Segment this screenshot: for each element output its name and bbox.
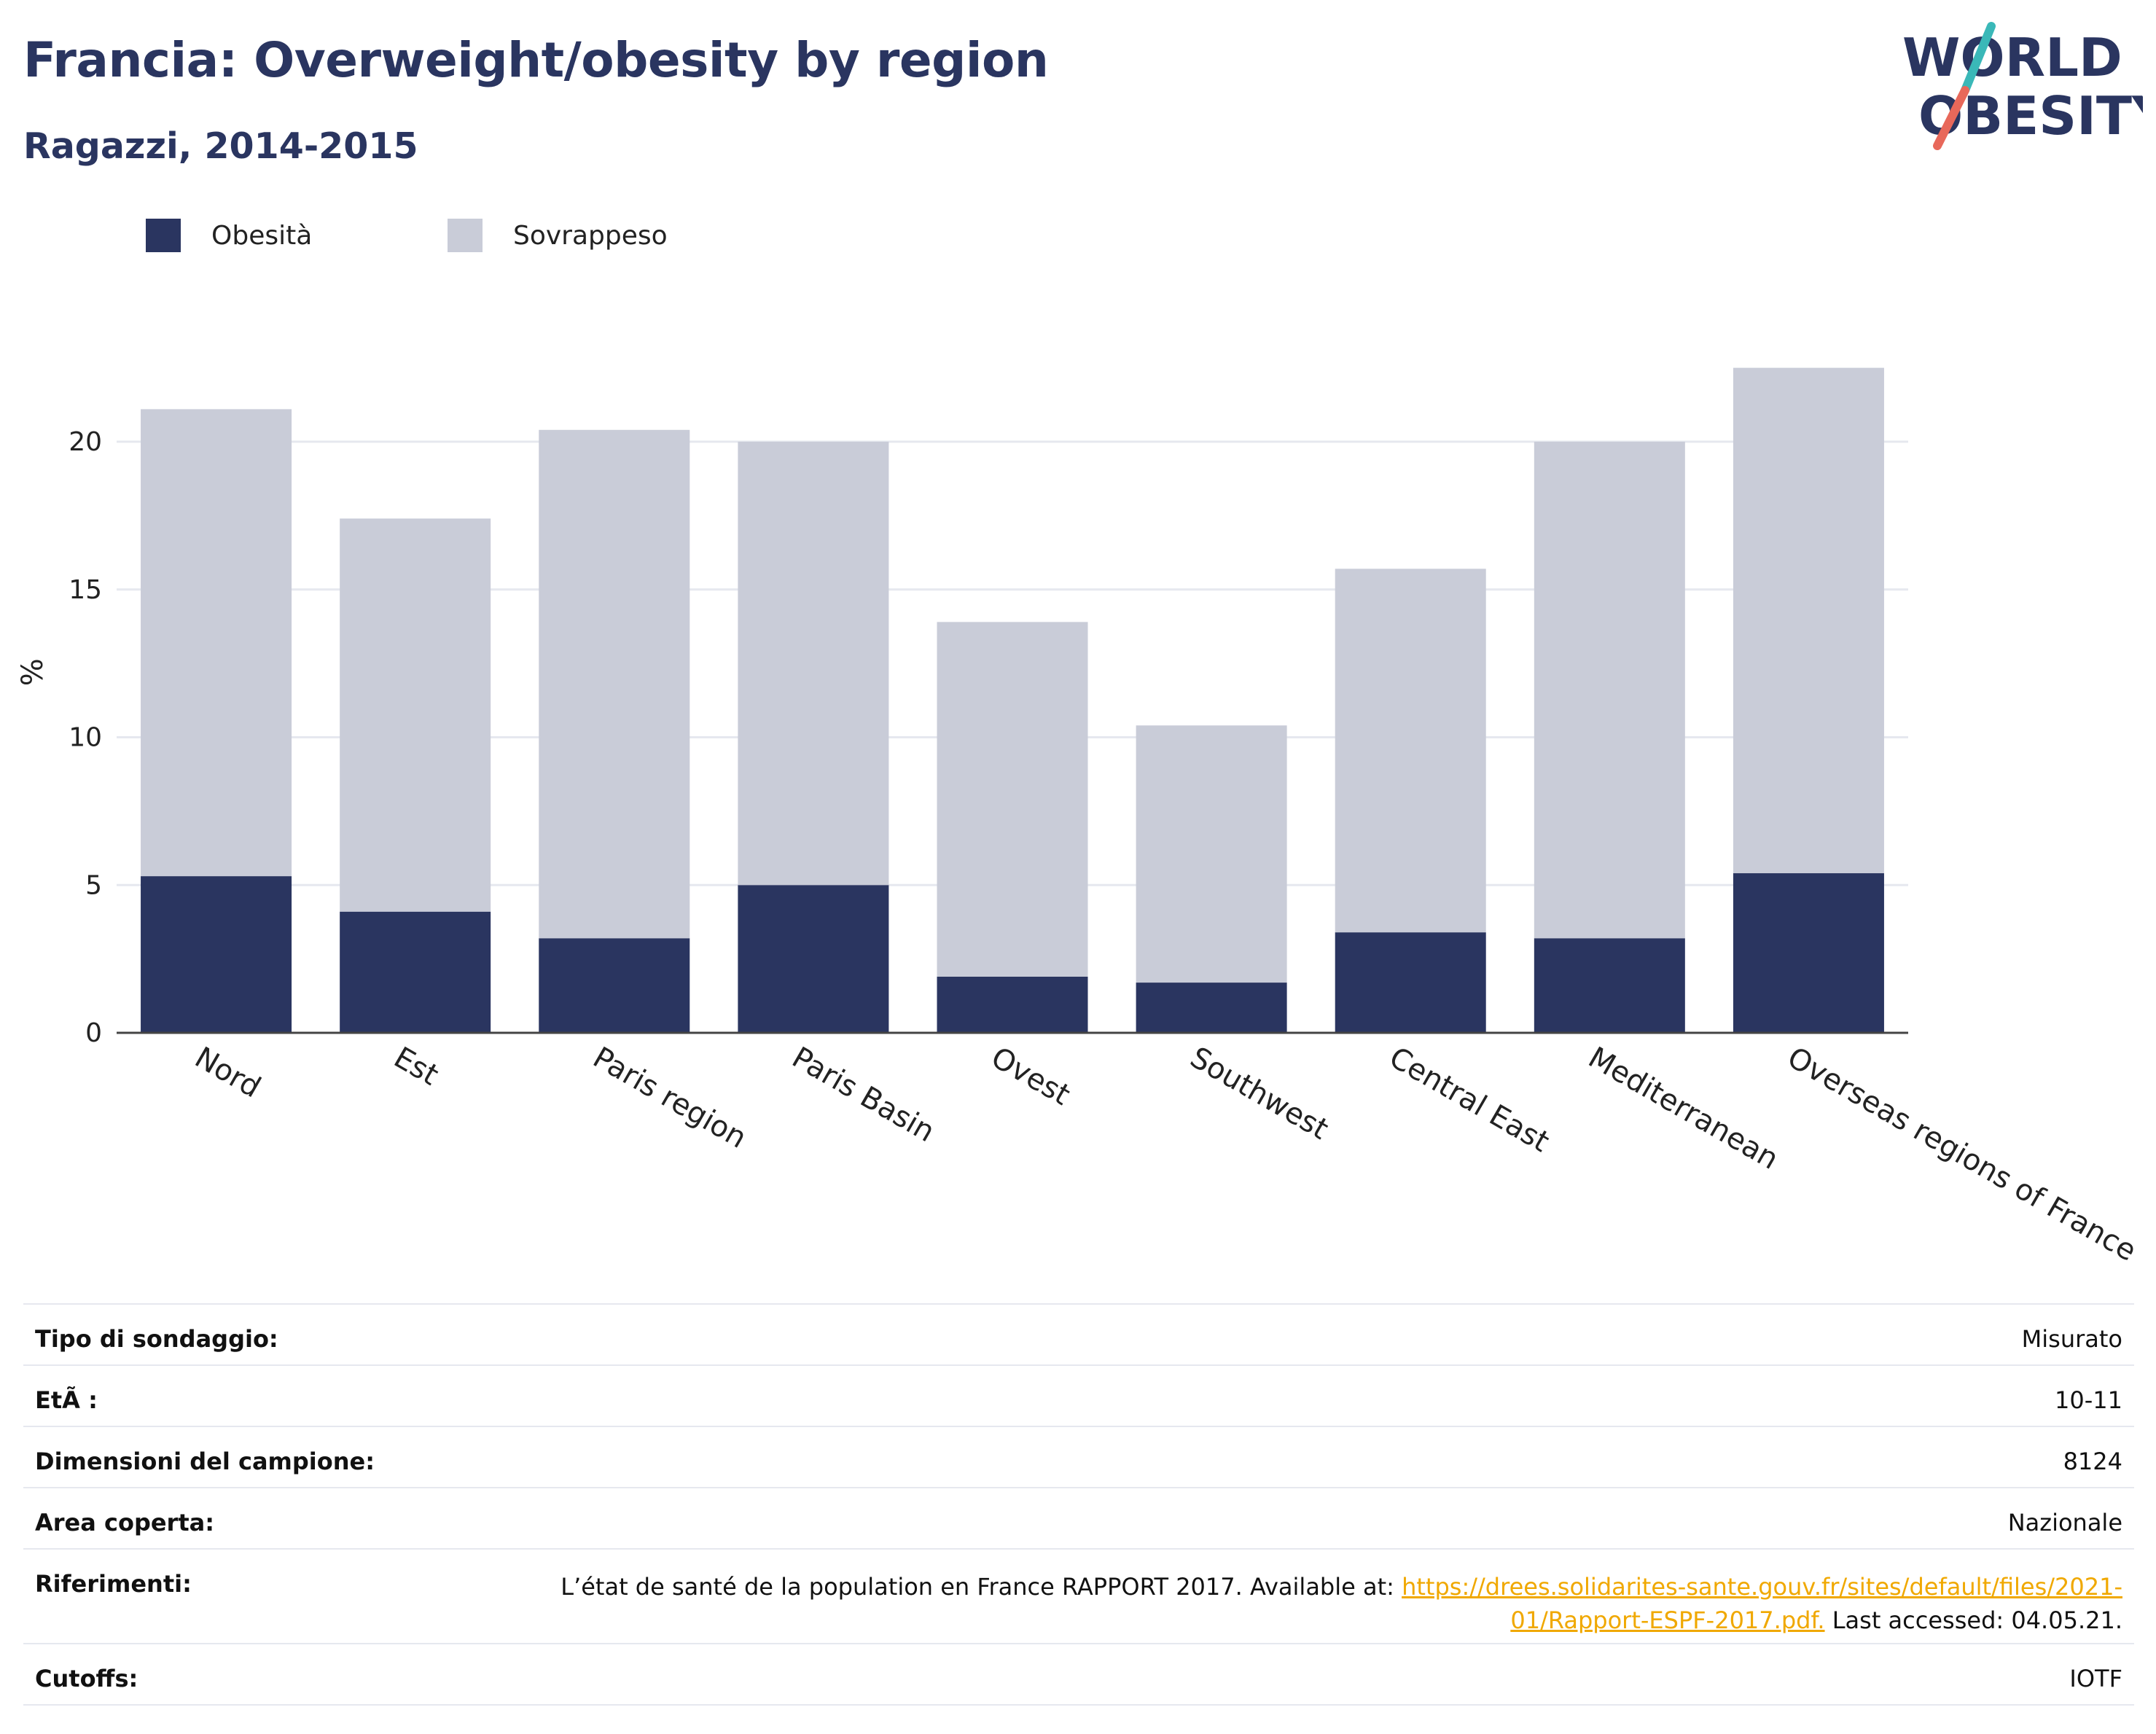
logo-slash-top: [1961, 22, 1996, 95]
y-tick-label: 10: [69, 723, 102, 753]
references-value: L’état de santé de la population en Fran…: [484, 1548, 2134, 1644]
bar-obesity[interactable]: [937, 976, 1088, 1033]
area-label: Area coperta:: [23, 1487, 484, 1550]
cutoffs-label: Cutoffs:: [23, 1643, 484, 1706]
sample-size-label: Dimensioni del campione:: [23, 1426, 484, 1488]
y-tick-label: 20: [69, 427, 102, 457]
x-tick-label: Ovest: [985, 1041, 1076, 1112]
y-tick-label: 15: [69, 575, 102, 605]
sample-size-value: 8124: [484, 1426, 2134, 1488]
age-label: EtÃ :: [23, 1364, 484, 1427]
bar-overweight[interactable]: [1733, 367, 1884, 874]
bar-overweight[interactable]: [1136, 725, 1287, 983]
bar-overweight[interactable]: [738, 442, 889, 886]
logo-slash-bottom: [1933, 86, 1969, 150]
area-value: Nazionale: [484, 1487, 2134, 1550]
survey-type-label: Tipo di sondaggio:: [23, 1303, 484, 1366]
survey-type-value: Misurato: [484, 1303, 2134, 1366]
bars: [141, 367, 1884, 1033]
detail-row-references: Riferimenti: L’état de santé de la popul…: [23, 1548, 2134, 1644]
references-link-part1[interactable]: https://drees.solidarites-sante.gouv.fr/…: [1402, 1573, 2122, 1601]
bar-obesity[interactable]: [738, 885, 889, 1033]
legend-swatch-overweight: [448, 219, 483, 252]
legend-label-obesity: Obesità: [211, 220, 313, 251]
bar-obesity[interactable]: [1136, 983, 1287, 1033]
references-text: L’état de santé de la population en Fran…: [561, 1573, 1402, 1601]
references-accessed: Last accessed: 04.05.21.: [1824, 1606, 2122, 1634]
detail-row-age: EtÃ : 10-11: [23, 1364, 2134, 1427]
detail-row-survey-type: Tipo di sondaggio: Misurato: [23, 1303, 2134, 1366]
logo-line1: WORLD: [1902, 27, 2122, 88]
bar-overweight[interactable]: [539, 429, 690, 939]
references-label: Riferimenti:: [23, 1548, 484, 1644]
legend-label-overweight: Sovrappeso: [513, 220, 668, 251]
legend-item-obesity[interactable]: Obesità: [146, 217, 312, 254]
legend-item-overweight[interactable]: Sovrappeso: [448, 217, 668, 254]
x-tick-label: Est: [388, 1041, 445, 1093]
bar-overweight[interactable]: [340, 518, 491, 912]
x-tick-label: Southwest: [1184, 1041, 1334, 1147]
legend-swatch-obesity: [146, 219, 181, 252]
references-link-part2[interactable]: 01/Rapport-ESPF-2017.pdf.: [1510, 1606, 1825, 1634]
bar-obesity[interactable]: [1335, 932, 1486, 1033]
x-tick-label: Paris Basin: [786, 1041, 940, 1149]
bar-obesity[interactable]: [340, 911, 491, 1033]
detail-row-sample-size: Dimensioni del campione: 8124: [23, 1426, 2134, 1488]
bar-obesity[interactable]: [1733, 873, 1884, 1033]
y-axis-label: %: [16, 658, 50, 686]
bar-overweight[interactable]: [1335, 569, 1486, 933]
x-tick-label: Central East: [1383, 1041, 1555, 1159]
cutoffs-value: IOTF: [484, 1643, 2134, 1706]
x-tick-label: Mediterranean: [1582, 1041, 1784, 1176]
bar-obesity[interactable]: [539, 938, 690, 1033]
x-tick-label: Paris region: [587, 1041, 752, 1155]
bar-overweight[interactable]: [937, 622, 1088, 977]
detail-row-area: Area coperta: Nazionale: [23, 1487, 2134, 1550]
survey-details-table: Tipo di sondaggio: Misurato EtÃ : 10-11 …: [23, 1303, 2134, 1706]
chart-subtitle: Ragazzi, 2014-2015: [23, 125, 418, 167]
bar-obesity[interactable]: [141, 876, 292, 1033]
bar-overweight[interactable]: [1534, 442, 1685, 939]
x-tick-label: Overseas regions of France: [1781, 1041, 2141, 1268]
age-value: 10-11: [484, 1364, 2134, 1427]
chart-title: Francia: Overweight/obesity by region: [23, 32, 1049, 88]
stacked-bar-chart: 0 5 10 15 20% Nord Est Paris region Paris Basin O…: [16, 367, 2142, 1268]
y-tick-label: 0: [85, 1018, 102, 1048]
world-obesity-logo: WORLD OBESITY: [1902, 22, 2143, 150]
detail-row-cutoffs: Cutoffs: IOTF: [23, 1643, 2134, 1706]
x-tick-label: Nord: [190, 1041, 267, 1105]
bar-obesity[interactable]: [1534, 938, 1685, 1033]
y-tick-label: 5: [85, 870, 102, 900]
bar-overweight[interactable]: [141, 409, 292, 877]
